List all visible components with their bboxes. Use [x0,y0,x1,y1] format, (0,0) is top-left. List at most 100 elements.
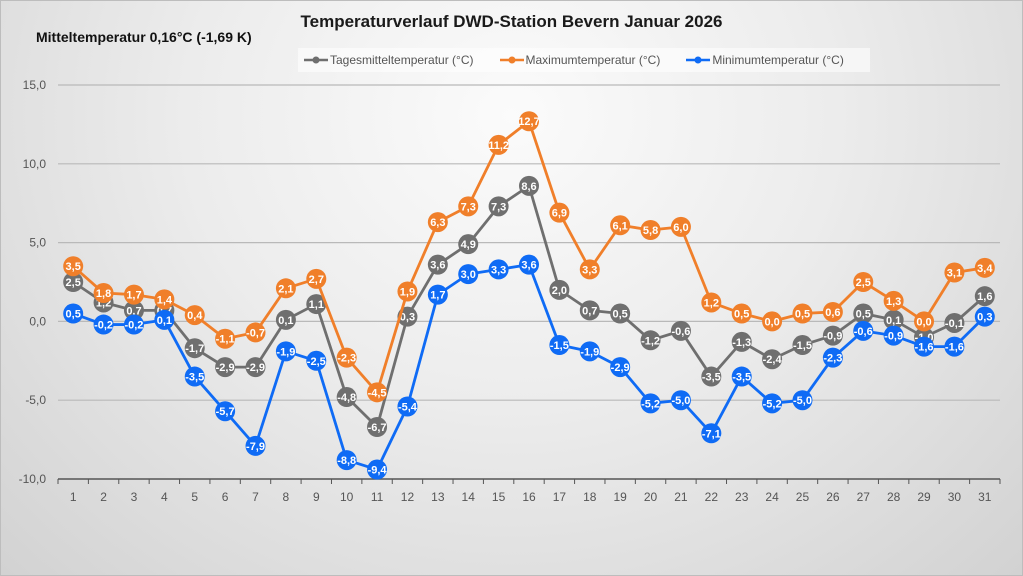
data-point [701,292,722,313]
x-tick-label: 8 [283,490,290,504]
data-label: 3,3 [491,264,506,276]
data-point [883,325,904,346]
data-label: -1,9 [276,346,295,358]
data-label: 3,0 [461,269,476,281]
y-tick-label: 15,0 [23,78,47,92]
data-label: 0,6 [825,307,840,319]
data-label: -2,3 [823,353,842,365]
data-point [914,336,935,357]
data-label: 3,5 [66,261,81,273]
data-label: 3,4 [977,263,993,275]
data-point [215,357,236,378]
data-point [762,311,783,332]
data-label: -1,6 [915,342,934,354]
data-label: -1,5 [550,340,569,352]
data-label: 0,1 [886,315,901,327]
data-point [853,303,874,324]
y-tick-label: -5,0 [25,393,46,407]
data-point [579,300,600,321]
data-label: 0,4 [187,310,203,322]
legend: Tagesmitteltemperatur (°C) Maximumtemper… [298,48,870,72]
data-point [184,338,205,359]
data-label: 0,3 [400,312,415,324]
data-point [367,382,388,403]
x-tick-label: 12 [401,490,415,504]
x-tick-label: 19 [613,490,627,504]
x-tick-label: 30 [948,490,962,504]
data-point [306,350,327,371]
data-point [154,289,175,310]
data-label: -1,1 [216,334,235,346]
data-point [731,366,752,387]
data-label: -1,6 [945,342,964,354]
data-label: -0,1 [945,318,964,330]
x-tick-label: 14 [462,490,476,504]
mean-temperature-label: Mitteltemperatur 0,16°C (-1,69 K) [36,29,252,45]
data-point [336,347,357,368]
data-point [792,303,813,324]
data-point [944,336,965,357]
data-point [762,349,783,370]
legend-item-min: Minimumtemperatur (°C) [686,53,844,67]
data-label: 3,6 [521,260,536,272]
data-label: -1,9 [580,346,599,358]
data-point [853,320,874,341]
data-label: 11,2 [488,140,509,152]
data-point [701,423,722,444]
data-label: 2,5 [66,277,81,289]
data-point [427,284,448,305]
x-tick-label: 5 [191,490,198,504]
data-point [488,134,509,155]
data-point [245,357,266,378]
data-label: 2,7 [309,274,324,286]
data-point [367,459,388,480]
data-label: -2,3 [337,353,356,365]
data-label: -1,7 [185,343,204,355]
data-label: 6,9 [552,208,567,220]
x-tick-label: 9 [313,490,320,504]
data-point [336,450,357,471]
x-tick-label: 20 [644,490,658,504]
data-point [762,393,783,414]
data-point [822,347,843,368]
legend-label-max: Maximumtemperatur (°C) [525,53,661,67]
data-label: -2,5 [307,356,326,368]
data-point [914,311,935,332]
data-point [519,175,539,196]
y-tick-label: 0,0 [29,314,46,328]
data-label: 0,7 [582,305,597,317]
data-label: 6,3 [430,217,445,229]
data-label: 8,6 [521,181,536,193]
data-label: 1,7 [126,290,141,302]
chart-title: Temperaturverlauf DWD-Station Bevern Jan… [300,12,723,31]
data-point [184,305,205,326]
data-label: 6,1 [613,220,628,232]
data-point [154,309,175,330]
data-point [731,331,752,352]
x-tick-label: 7 [252,490,259,504]
data-label: 4,9 [461,239,476,251]
data-point [306,268,327,289]
data-point [93,314,114,335]
data-point [701,366,722,387]
data-point [549,202,570,223]
data-label: 2,5 [856,277,871,289]
data-label: 2,0 [552,285,567,297]
data-label: -5,4 [398,402,418,414]
data-point [579,341,600,362]
data-point [519,254,539,275]
data-label: 6,0 [673,222,688,234]
x-tick-label: 23 [735,490,749,504]
data-point [670,320,691,341]
x-tick-label: 16 [522,490,536,504]
data-label: 0,0 [916,316,931,328]
x-tick-label: 29 [917,490,931,504]
data-point [974,306,995,327]
data-label: -0,9 [823,331,842,343]
data-point [883,309,904,330]
data-label: 2,1 [278,283,293,295]
data-point [944,262,965,283]
data-point [245,322,266,343]
data-label: 0,1 [278,315,293,327]
data-point [63,303,84,324]
